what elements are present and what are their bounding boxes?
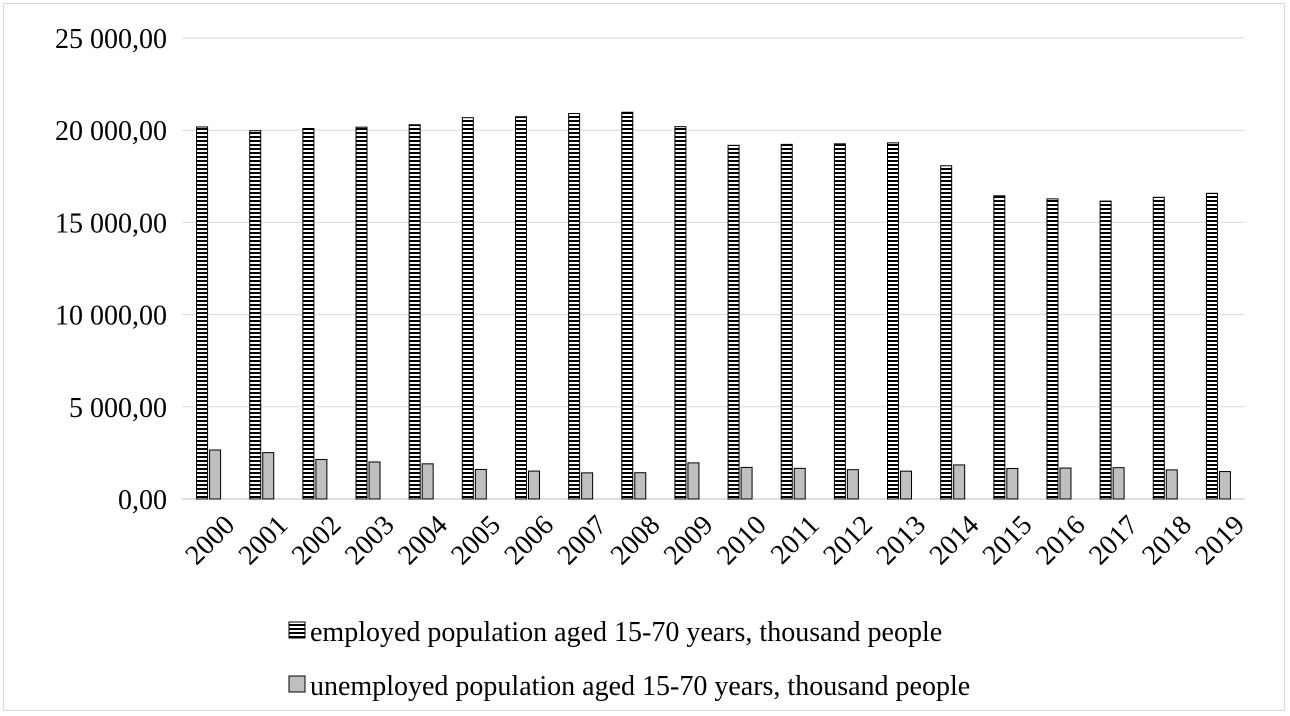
bar-unemployed-2014 [953, 464, 966, 500]
y-axis-ticks: 0,00 5 000,00 10 000,00 15 000,00 20 000,00 2… [55, 24, 167, 516]
x-axis-ticks: 2000200120022003200420052006200720082009… [180, 510, 1251, 572]
bar-employed-2011 [780, 143, 793, 500]
x-tick-label-2009: 2009 [658, 510, 720, 572]
bar-employed-2010 [727, 144, 740, 500]
bar-employed-2004 [408, 124, 421, 500]
x-tick-label-2007: 2007 [552, 510, 614, 572]
legend-label-employed: employed population aged 15-70 years, th… [310, 617, 942, 648]
bar-unemployed-2016 [1059, 467, 1072, 500]
gridlines [182, 37, 1245, 500]
y-tick-label: 5 000,00 [69, 393, 167, 424]
legend-item-employed: employed population aged 15-70 years, th… [288, 617, 942, 648]
x-tick-label-2003: 2003 [339, 510, 401, 572]
bar-unemployed-2006 [527, 470, 540, 500]
legend-swatch-unemployed [288, 675, 306, 693]
bar-unemployed-2002 [315, 459, 328, 500]
bar-unemployed-2005 [474, 468, 487, 500]
bar-unemployed-2003 [368, 461, 381, 500]
x-tick-label-2010: 2010 [711, 510, 773, 572]
bar-employed-2018 [1152, 196, 1165, 500]
bar-employed-2016 [1046, 198, 1059, 500]
bars [196, 111, 1231, 500]
bar-unemployed-2008 [634, 472, 647, 500]
bar-unemployed-2007 [581, 472, 594, 500]
bar-employed-2019 [1205, 192, 1218, 500]
x-tick-label-2002: 2002 [286, 510, 348, 572]
x-tick-label-2012: 2012 [817, 510, 879, 572]
bar-unemployed-2004 [421, 463, 434, 500]
y-tick-label: 25 000,00 [55, 24, 167, 55]
x-tick-label-2011: 2011 [765, 510, 826, 571]
bar-unemployed-2001 [262, 452, 275, 500]
x-tick-label-2018: 2018 [1136, 510, 1198, 572]
bar-employed-2013 [887, 142, 900, 500]
bar-employed-2014 [940, 165, 953, 500]
x-tick-label-2008: 2008 [605, 510, 667, 572]
legend-swatch-employed [288, 621, 306, 639]
bar-unemployed-2015 [1006, 467, 1019, 500]
bar-unemployed-2010 [740, 466, 753, 500]
bar-employed-2001 [249, 130, 262, 500]
bar-unemployed-2019 [1218, 471, 1231, 500]
legend: employed population aged 15-70 years, th… [288, 617, 970, 702]
bar-unemployed-2009 [687, 462, 700, 500]
x-tick-label-2019: 2019 [1189, 510, 1251, 572]
bar-employed-2008 [621, 111, 634, 500]
bar-employed-2006 [514, 116, 527, 500]
x-tick-label-2005: 2005 [445, 510, 507, 572]
y-tick-label: 15 000,00 [55, 208, 167, 239]
legend-item-unemployed: unemployed population aged 15-70 years, … [288, 671, 970, 702]
x-tick-label-2001: 2001 [233, 510, 295, 572]
bar-unemployed-2013 [900, 470, 913, 500]
bar-employed-2000 [196, 126, 209, 500]
bar-unemployed-2017 [1112, 467, 1125, 500]
x-tick-label-2000: 2000 [180, 510, 242, 572]
bar-employed-2009 [674, 126, 687, 500]
bar-employed-2007 [568, 113, 581, 500]
x-tick-label-2017: 2017 [1083, 510, 1145, 572]
bar-unemployed-2011 [793, 467, 806, 500]
x-tick-label-2014: 2014 [924, 510, 986, 572]
x-tick-label-2013: 2013 [871, 510, 933, 572]
y-tick-label: 20 000,00 [55, 116, 167, 147]
legend-label-unemployed: unemployed population aged 15-70 years, … [310, 671, 970, 702]
x-tick-label-2015: 2015 [977, 510, 1039, 572]
bar-employed-2005 [461, 117, 474, 500]
bar-unemployed-2012 [846, 469, 859, 500]
chart-frame [3, 3, 1285, 711]
x-tick-label-2004: 2004 [392, 510, 454, 572]
bar-employed-2012 [833, 143, 846, 500]
bar-unemployed-2000 [209, 449, 222, 500]
x-tick-label-2016: 2016 [1030, 510, 1092, 572]
y-tick-label: 0,00 [118, 485, 167, 516]
x-tick-label-2006: 2006 [498, 510, 560, 572]
bar-unemployed-2018 [1165, 469, 1178, 500]
bar-employed-2015 [993, 195, 1006, 500]
bar-employed-2002 [302, 128, 315, 500]
y-tick-label: 10 000,00 [55, 301, 167, 332]
bar-employed-2017 [1099, 200, 1112, 500]
bar-employed-2003 [355, 126, 368, 500]
